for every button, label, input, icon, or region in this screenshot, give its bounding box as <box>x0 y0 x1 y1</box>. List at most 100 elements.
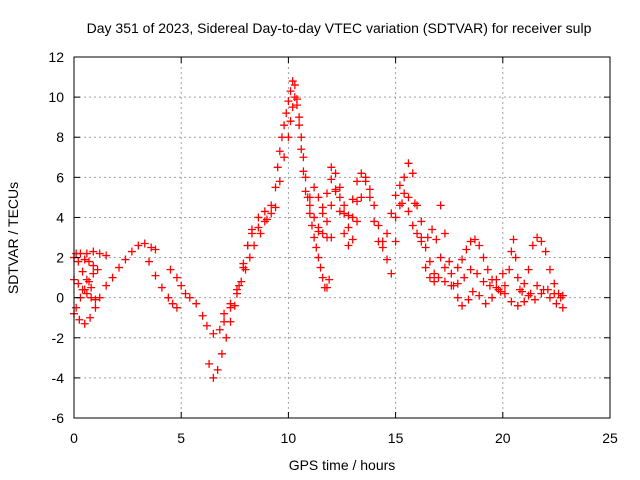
data-point <box>558 303 567 312</box>
data-point <box>453 263 462 272</box>
data-point <box>488 275 497 284</box>
data-point <box>537 289 546 298</box>
data-point <box>226 317 235 326</box>
data-point <box>374 221 383 230</box>
data-point <box>209 373 218 382</box>
data-point <box>290 93 299 102</box>
data-point <box>543 285 552 294</box>
data-point <box>256 229 265 238</box>
data-point <box>488 293 497 302</box>
data-point <box>520 297 529 306</box>
data-point <box>147 243 156 252</box>
data-point <box>213 365 222 374</box>
data-point <box>310 233 319 242</box>
data-point <box>440 229 449 238</box>
data-point <box>434 273 443 282</box>
data-point <box>314 227 323 236</box>
data-point <box>322 283 331 292</box>
data-point <box>520 279 529 288</box>
data-point <box>492 283 501 292</box>
data-point <box>453 279 462 288</box>
data-point <box>89 269 98 278</box>
data-point <box>280 121 289 130</box>
y-tick-label: 8 <box>56 129 64 145</box>
data-point <box>391 237 400 246</box>
data-point <box>365 193 374 202</box>
data-point <box>275 147 284 156</box>
data-point <box>316 263 325 272</box>
plot-border <box>73 56 611 419</box>
data-point <box>513 301 522 310</box>
data-point <box>82 289 91 298</box>
data-point <box>344 223 353 232</box>
data-point <box>391 191 400 200</box>
data-point <box>483 265 492 274</box>
data-point <box>370 217 379 226</box>
data-point <box>447 269 456 278</box>
data-point <box>466 265 475 274</box>
data-point <box>340 209 349 218</box>
data-point <box>348 213 357 222</box>
x-tick-label: 0 <box>70 430 78 446</box>
data-point <box>75 315 84 324</box>
data-point <box>327 201 336 210</box>
data-point <box>215 325 224 334</box>
data-point <box>387 269 396 278</box>
data-point <box>95 249 104 258</box>
data-point <box>357 169 366 178</box>
data-point <box>102 281 111 290</box>
data-point <box>82 249 91 258</box>
y-tick-label: 6 <box>56 169 64 185</box>
data-point <box>127 247 136 256</box>
data-point <box>530 295 539 304</box>
data-point <box>513 273 522 282</box>
data-point <box>209 329 218 338</box>
data-point <box>331 187 340 196</box>
data-point <box>327 233 336 242</box>
data-point <box>340 201 349 210</box>
data-point <box>500 281 509 290</box>
data-point <box>515 285 524 294</box>
data-point <box>398 199 407 208</box>
data-point <box>267 209 276 218</box>
data-point <box>74 257 83 266</box>
data-point <box>383 255 392 264</box>
data-point <box>145 257 154 266</box>
data-point <box>509 235 518 244</box>
data-point <box>558 291 567 300</box>
data-point <box>505 265 514 274</box>
data-point <box>72 303 81 312</box>
data-point <box>80 319 89 328</box>
data-point <box>417 237 426 246</box>
data-point <box>353 217 362 226</box>
data-point <box>192 299 201 308</box>
data-point <box>458 255 467 264</box>
grid-lines <box>74 57 610 418</box>
data-point <box>177 281 186 290</box>
data-point <box>239 259 248 268</box>
data-point <box>87 283 96 292</box>
data-point <box>284 133 293 142</box>
data-point <box>485 281 494 290</box>
data-point <box>226 299 235 308</box>
y-tick-label: 0 <box>56 290 64 306</box>
axis-ticks: 0 5 10 15 20 25 -6 -4 -2 0 2 4 6 8 10 12 <box>48 49 618 446</box>
data-point <box>82 275 91 284</box>
data-point <box>284 97 293 106</box>
data-point <box>408 169 417 178</box>
data-point <box>475 291 484 300</box>
data-point <box>166 265 175 274</box>
x-tick-label: 5 <box>177 430 185 446</box>
data-point <box>314 193 323 202</box>
data-point <box>108 273 117 282</box>
data-point <box>378 237 387 246</box>
data-point <box>404 193 413 202</box>
data-point <box>533 281 542 290</box>
data-point <box>151 271 160 280</box>
data-point <box>466 237 475 246</box>
data-point <box>344 241 353 250</box>
data-point <box>498 269 507 278</box>
data-point <box>217 349 226 358</box>
data-point <box>254 223 263 232</box>
